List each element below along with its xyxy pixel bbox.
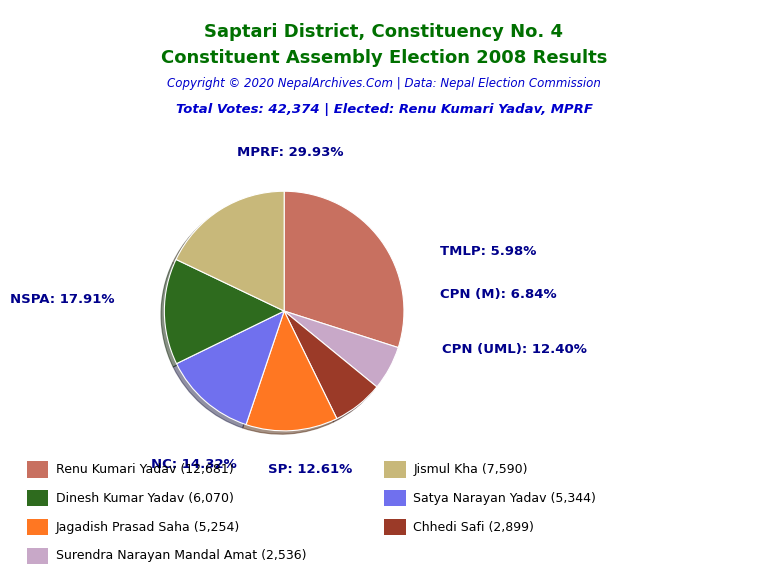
Text: Surendra Narayan Mandal Amat (2,536): Surendra Narayan Mandal Amat (2,536) — [56, 550, 306, 562]
Text: CPN (UML): 12.40%: CPN (UML): 12.40% — [442, 343, 588, 356]
Text: Renu Kumari Yadav (12,681): Renu Kumari Yadav (12,681) — [56, 463, 233, 476]
Text: MPRF: 29.93%: MPRF: 29.93% — [237, 146, 343, 160]
Text: CPN (M): 6.84%: CPN (M): 6.84% — [440, 288, 557, 301]
Text: Saptari District, Constituency No. 4: Saptari District, Constituency No. 4 — [204, 22, 564, 41]
Wedge shape — [284, 311, 399, 387]
Text: NSPA: 17.91%: NSPA: 17.91% — [9, 293, 114, 305]
Text: TMLP: 5.98%: TMLP: 5.98% — [440, 245, 536, 257]
Text: Chhedi Safi (2,899): Chhedi Safi (2,899) — [413, 521, 534, 533]
Text: Total Votes: 42,374 | Elected: Renu Kumari Yadav, MPRF: Total Votes: 42,374 | Elected: Renu Kuma… — [176, 103, 592, 116]
Text: Constituent Assembly Election 2008 Results: Constituent Assembly Election 2008 Resul… — [161, 48, 607, 67]
Text: Copyright © 2020 NepalArchives.Com | Data: Nepal Election Commission: Copyright © 2020 NepalArchives.Com | Dat… — [167, 77, 601, 90]
Wedge shape — [246, 311, 337, 431]
Text: Jagadish Prasad Saha (5,254): Jagadish Prasad Saha (5,254) — [56, 521, 240, 533]
Wedge shape — [164, 259, 284, 363]
Text: Dinesh Kumar Yadav (6,070): Dinesh Kumar Yadav (6,070) — [56, 492, 234, 505]
Wedge shape — [176, 191, 284, 311]
Text: NC: 14.32%: NC: 14.32% — [151, 458, 237, 471]
Wedge shape — [177, 311, 284, 425]
Text: SP: 12.61%: SP: 12.61% — [268, 463, 353, 476]
Wedge shape — [284, 311, 377, 419]
Wedge shape — [284, 191, 404, 347]
Text: Satya Narayan Yadav (5,344): Satya Narayan Yadav (5,344) — [413, 492, 596, 505]
Text: Jismul Kha (7,590): Jismul Kha (7,590) — [413, 463, 528, 476]
